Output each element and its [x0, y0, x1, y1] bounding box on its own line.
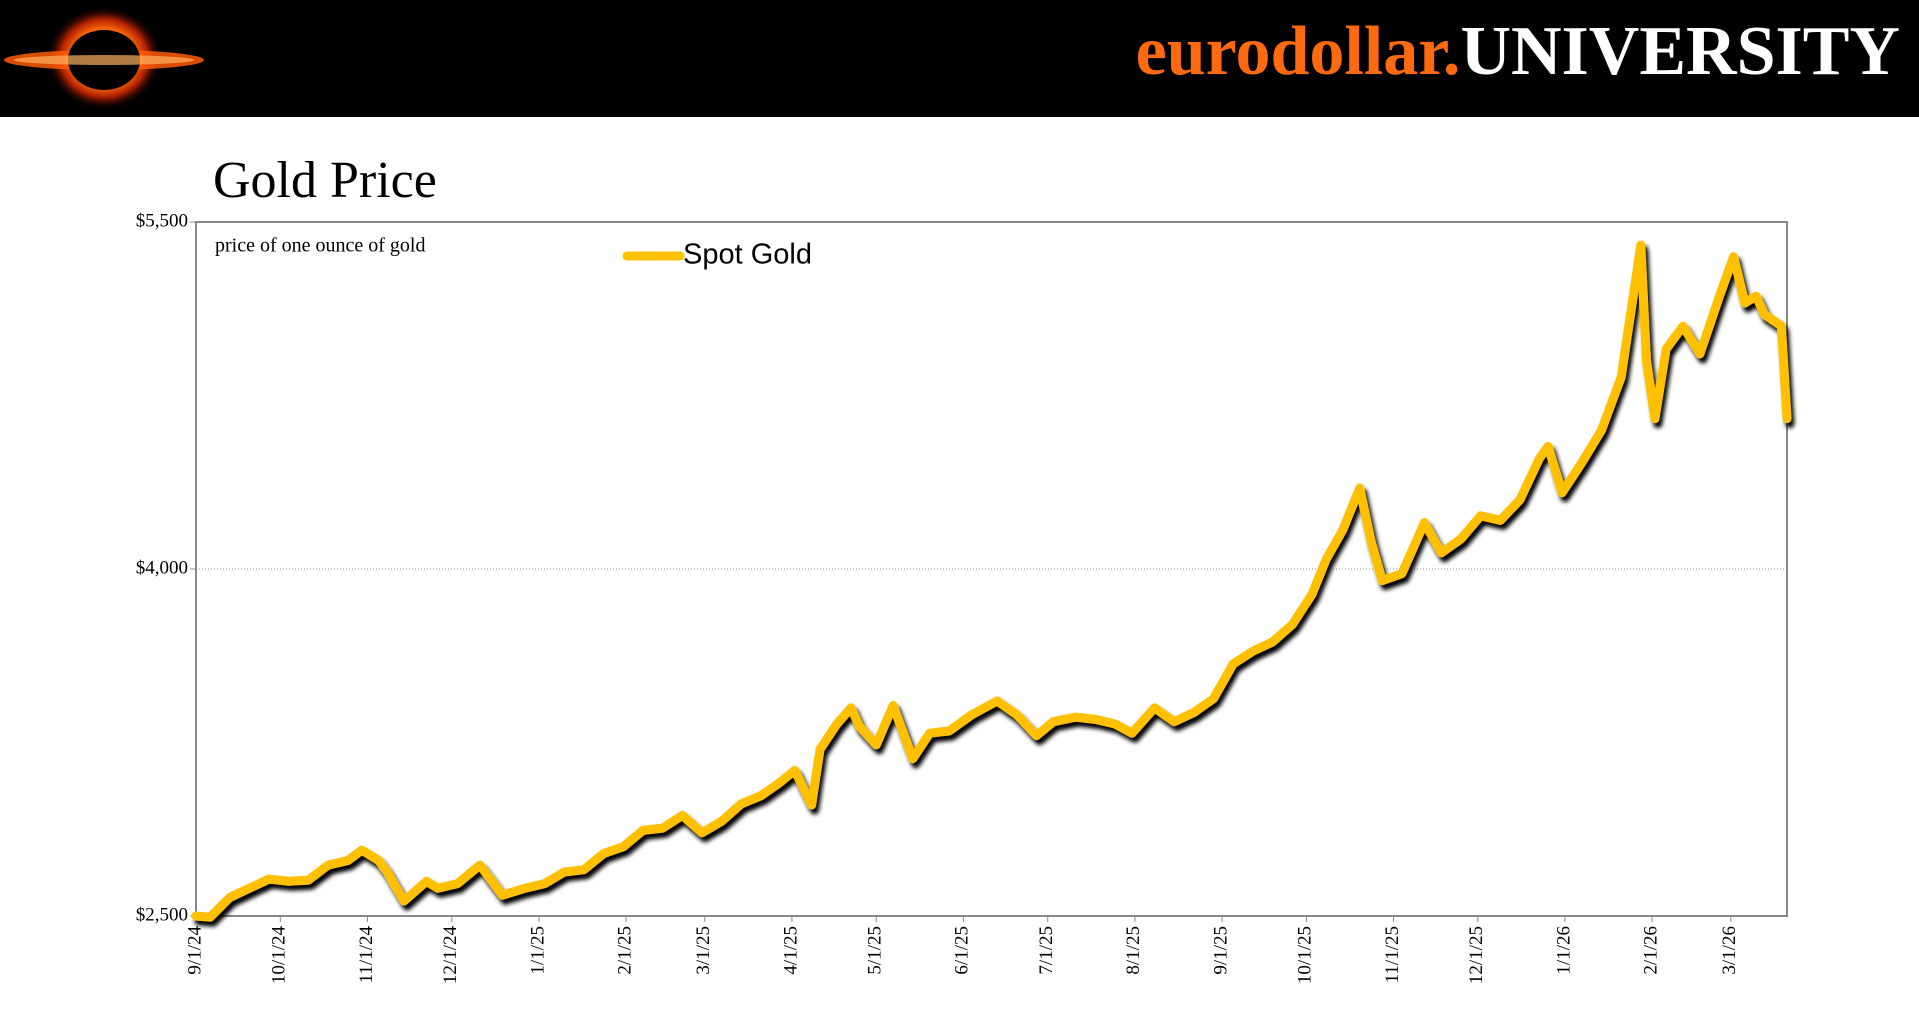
x-tick-label: 6/1/25: [952, 926, 973, 975]
y-tick-label: $2,500: [136, 904, 188, 925]
brand-suffix: UNIVERSITY: [1460, 13, 1900, 90]
x-tick-label: 3/1/26: [1719, 926, 1740, 975]
legend-label: Spot Gold: [683, 239, 812, 271]
x-tick-label: 1/1/25: [527, 926, 548, 975]
chart-subtitle: price of one ounce of gold: [215, 235, 425, 257]
x-tick-label: 9/1/25: [1210, 926, 1231, 975]
x-tick-label: 2/1/25: [614, 926, 635, 975]
header-bar: [0, 0, 1919, 117]
x-tick-label: 10/1/24: [269, 926, 290, 985]
brand-name: eurodollar.: [1136, 13, 1461, 90]
x-tick-label: 1/1/26: [1553, 926, 1574, 975]
x-tick-label: 12/1/24: [440, 926, 461, 985]
x-tick-label: 2/1/26: [1640, 926, 1661, 975]
series-line: [191, 240, 1792, 922]
x-tick-label: 8/1/25: [1123, 926, 1144, 975]
x-tick-label: 12/1/25: [1466, 926, 1487, 984]
plot-frame: [195, 221, 1788, 917]
y-tick-label: $5,500: [136, 210, 188, 231]
x-tick-label: 9/1/24: [184, 926, 205, 975]
x-tick-label: 11/1/25: [1382, 926, 1403, 983]
logo: [4, 6, 204, 110]
x-tick-label: 3/1/25: [693, 926, 714, 975]
x-tick-label: 5/1/25: [865, 926, 886, 975]
chart-title: Gold Price: [213, 152, 437, 209]
y-tick-label: $4,000: [136, 557, 188, 578]
x-tick-label: 11/1/24: [356, 926, 377, 984]
x-tick-label: 10/1/25: [1295, 926, 1316, 984]
brand: eurodollar.UNIVERSITY: [1136, 13, 1900, 90]
x-tick-label: 4/1/25: [780, 926, 801, 975]
x-tick-label: 7/1/25: [1036, 926, 1057, 975]
